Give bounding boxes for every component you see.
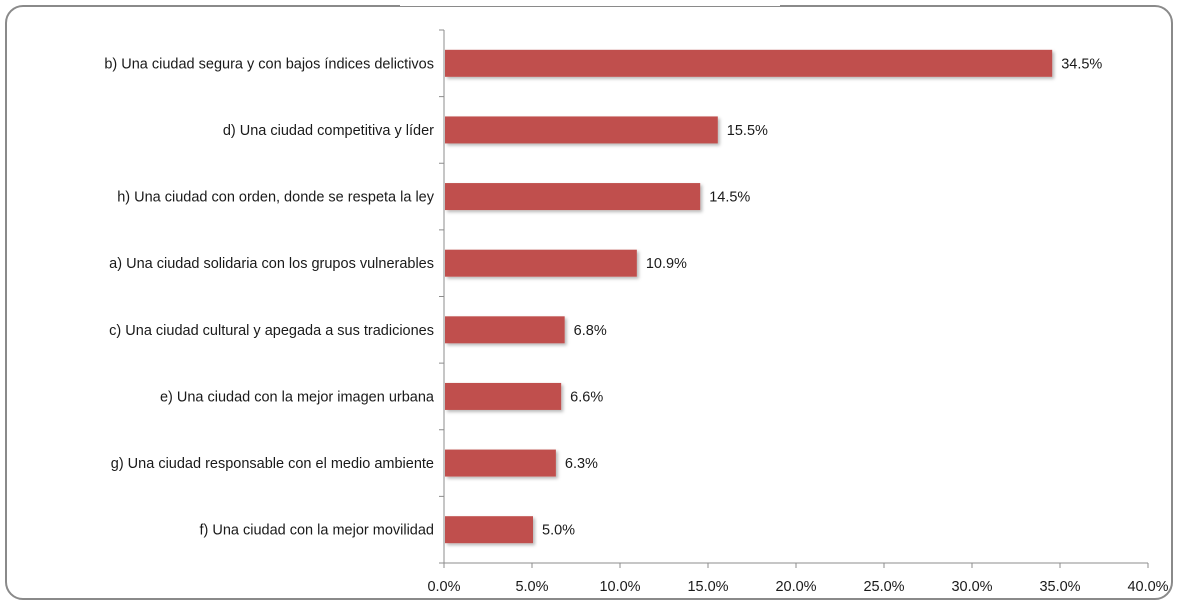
bar [445,116,718,144]
category-label: b) Una ciudad segura y con bajos índices… [104,56,434,72]
category-label: f) Una ciudad con la mejor movilidad [199,523,434,539]
data-label: 6.8% [574,323,607,339]
bar [445,449,556,477]
x-tick-label: 20.0% [775,579,816,595]
category-label: e) Una ciudad con la mejor imagen urbana [160,389,435,405]
bar [445,49,1053,77]
data-label: 6.3% [565,456,598,472]
axes [439,29,1149,568]
category-label: g) Una ciudad responsable con el medio a… [111,456,434,472]
category-label: d) Una ciudad competitiva y líder [223,123,434,139]
bar [445,183,701,211]
data-label: 10.9% [646,256,687,272]
x-tick-label: 40.0% [1127,579,1168,595]
bars [445,49,1053,544]
bar [445,382,562,410]
category-label: h) Una ciudad con orden, donde se respet… [117,190,435,206]
bar [445,316,565,344]
x-tick-label: 30.0% [951,579,992,595]
category-label: a) Una ciudad solidaria con los grupos v… [109,256,434,272]
data-label: 34.5% [1061,56,1102,72]
category-label: c) Una ciudad cultural y apegada a sus t… [109,323,434,339]
x-tick-label: 0.0% [427,579,460,595]
data-label: 5.0% [542,523,575,539]
labels: 0.0% 5.0% 10.0% 15.0% 20.0% 25.0% 30.0% 35.0% 40… [104,56,1168,595]
data-label: 14.5% [709,190,750,206]
chart-title-clipped [400,0,780,6]
x-tick-label: 15.0% [687,579,728,595]
bar [445,516,533,544]
data-label: 15.5% [727,123,768,139]
x-tick-label: 5.0% [515,579,548,595]
x-tick-label: 25.0% [863,579,904,595]
x-tick-label: 35.0% [1039,579,1080,595]
x-tick-label: 10.0% [599,579,640,595]
chart-frame [5,5,1173,600]
bar [445,249,637,277]
data-label: 6.6% [570,389,603,405]
